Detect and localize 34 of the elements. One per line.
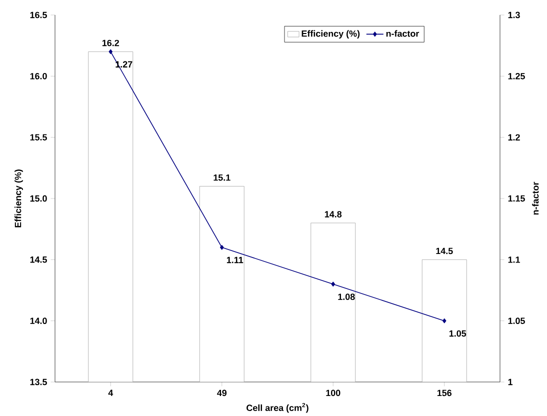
y2-tick-label: 1.05 [508,318,525,324]
point [220,244,224,250]
x-tick-label: 100 [326,390,340,396]
data-label: 14.8 [324,211,342,218]
legend-label: Efficiency (%) [302,30,360,38]
y-tick-label: 15.0 [30,195,47,202]
y2-tick-label: 1.2 [508,134,520,140]
legend-label: n-factor [386,30,420,37]
data-label: 1.11 [226,256,244,264]
data-label: 14.5 [436,248,453,254]
data-label: 15.1 [214,174,230,181]
point [331,282,336,286]
data-label: 1.08 [338,294,355,300]
y2-tick-label: 1.1 [508,256,520,263]
y-tick-label: 15.5 [30,134,47,140]
y-axis-title: Efficiency (%) [14,169,23,228]
data-label: 16.2 [102,40,119,46]
y-tick-label: 14.0 [30,318,47,324]
y-tick-label: 14.5 [30,256,47,263]
y2-tick-label: 1.15 [508,195,525,202]
x-tick-label: 4 [108,390,114,396]
y2-tick-label: 1.3 [508,12,520,18]
y-tick-label: 16.5 [30,12,47,18]
y2-tick-label: 1 [508,378,513,386]
y-tick-label: 13.5 [30,378,47,386]
point [108,49,113,54]
x-axis-title: Cell area (cm$^{2}$) [246,402,308,413]
point [442,318,446,324]
y2-tick-label: 1.25 [508,72,525,80]
x-tick-label: 49 [217,390,227,396]
data-label: 1.05 [449,330,466,337]
x-tick-label: 156 [437,390,452,396]
y-tick-label: 16.0 [30,72,47,80]
y2-axis-title: n-factor [532,182,539,215]
